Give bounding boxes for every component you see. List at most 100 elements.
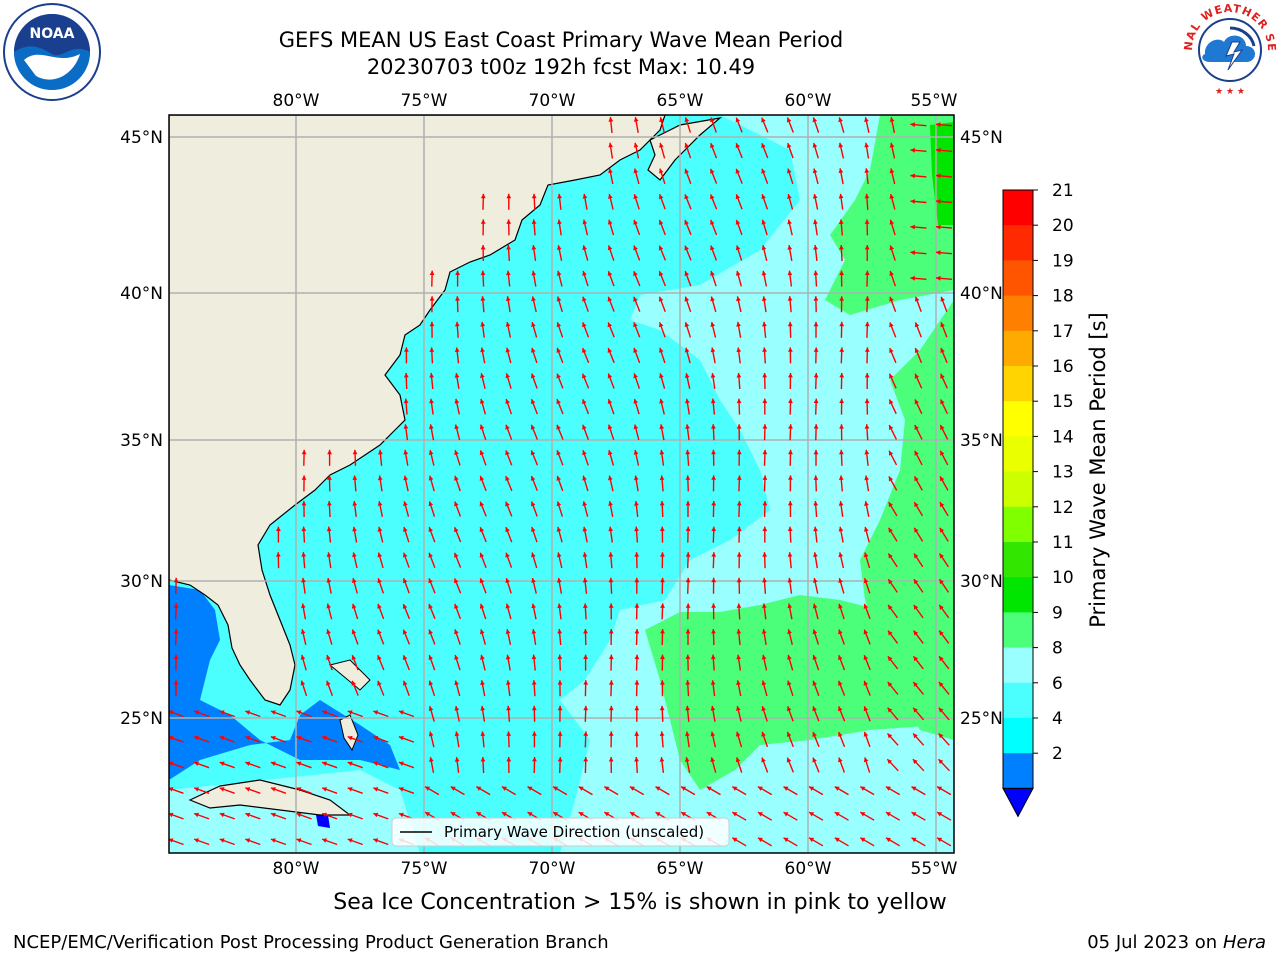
wave-arrow-head [736, 552, 742, 557]
wave-arrow-head [454, 347, 460, 353]
wave-arrow-head [403, 501, 408, 507]
wave-arrow-head [322, 787, 327, 792]
wave-arrow-head [787, 194, 792, 199]
wave-arrow-head [501, 812, 507, 817]
wave-arrow-head [940, 373, 945, 379]
wave-arrow-head [556, 552, 562, 558]
wave-arrow-head [787, 321, 793, 327]
colorbar-label: 13 [1052, 463, 1074, 483]
wave-direction-arrows [169, 116, 953, 847]
wave-arrow-head [556, 424, 561, 430]
wave-arrow-head [351, 655, 357, 661]
wave-arrow-head [812, 706, 817, 712]
wave-arrow-head [301, 475, 307, 480]
colorbar-frame [1002, 189, 1034, 789]
wave-arrow-head [322, 812, 327, 818]
wave-arrow-head [505, 347, 511, 353]
wave-arrow-head [864, 398, 870, 404]
wave-arrow-head [557, 577, 562, 583]
wave-arrow-head [245, 787, 251, 792]
wave-arrow-head [530, 373, 536, 379]
colorbar-segment [1003, 330, 1033, 367]
wave-arrow-head [684, 296, 690, 302]
wave-arrow-head [326, 578, 332, 583]
wave-arrow-head [939, 527, 945, 533]
noaa-logo: NOAA [3, 3, 101, 101]
wave-arrow-head [583, 705, 589, 711]
colorbar-label: 11 [1052, 533, 1074, 553]
wave-arrow-head [889, 425, 894, 430]
wave-arrow-head [711, 603, 716, 608]
wave-arrow-head [936, 147, 941, 153]
wave-arrow-head [658, 245, 664, 251]
wave-arrow-head [377, 475, 383, 481]
wave-arrow-head [531, 705, 537, 711]
wave-arrow-head [761, 629, 767, 634]
wave-arrow-head [480, 731, 486, 736]
wave-arrow-head [531, 552, 536, 558]
wave-arrow-head [762, 526, 768, 531]
lat-label-35n-right: 35°N [960, 431, 1003, 451]
wave-arrow-head [860, 837, 866, 843]
wave-arrow-head [660, 577, 665, 583]
wave-arrow-head [322, 838, 327, 843]
wave-arrow-head [296, 710, 302, 715]
wave-arrow-head [582, 399, 587, 405]
wave-arrow-head [607, 322, 613, 328]
wave-arrow-head [608, 705, 614, 711]
wave-arrow-head [710, 271, 715, 276]
wave-arrow-head [710, 705, 716, 711]
wave-arrow-head [762, 501, 768, 506]
lat-label-35n: 35°N [120, 431, 163, 451]
wave-arrow-head [531, 654, 537, 660]
wave-arrow-head [301, 501, 307, 506]
wave-arrow-head [864, 475, 869, 481]
wave-arrow-head [194, 735, 199, 741]
wave-arrow-head [787, 680, 792, 686]
wave-arrow-head [735, 194, 741, 200]
wave-arrow-head [786, 706, 792, 712]
wave-arrow-head [761, 219, 767, 225]
wave-arrow-head [398, 812, 404, 818]
wave-arrow-head [838, 501, 844, 506]
wave-arrow-head [863, 680, 869, 686]
wave-arrow-head [454, 603, 459, 609]
wave-arrow-head [913, 682, 918, 687]
wave-arrow-head [940, 425, 945, 430]
wave-arrow-head [169, 735, 174, 741]
wave-arrow-head [936, 224, 941, 230]
wave-arrow-head [710, 347, 716, 353]
wave-arrow-head [658, 219, 664, 225]
wave-arrow-head [813, 219, 818, 225]
wave-arrow-head [839, 347, 845, 352]
wave-arrow-head [377, 578, 382, 584]
wave-arrow-head [735, 168, 741, 174]
wave-arrow-head [685, 526, 691, 531]
wave-arrow-head [245, 838, 251, 843]
wave-arrow-head [479, 501, 485, 507]
footer-machine: Hera [1222, 932, 1266, 953]
wave-arrow-head [787, 629, 792, 635]
wave-arrow-head [276, 526, 281, 531]
wave-arrow-head [838, 552, 844, 558]
wave-arrow-head [762, 552, 768, 557]
wave-arrow-head [889, 348, 894, 353]
colorbar-segment [1003, 718, 1033, 754]
wave-arrow-head [480, 347, 485, 353]
wave-arrow-head [912, 759, 918, 764]
wave-arrow-head [377, 603, 382, 609]
wave-arrow-head [454, 731, 460, 737]
wave-arrow-head [913, 630, 919, 636]
lon-label-75w-bottom: 75°W [401, 859, 448, 879]
wave-arrow-head [812, 142, 818, 148]
wave-arrow-head [557, 219, 562, 225]
wave-arrow-head [322, 735, 327, 741]
wave-arrow-head [322, 761, 327, 766]
map-legend: Primary Wave Direction (unscaled) [391, 817, 730, 847]
wave-arrow-head [527, 812, 533, 817]
wave-arrow-head [326, 552, 332, 557]
wave-arrow-head [685, 577, 691, 583]
wave-arrow-head [429, 424, 434, 430]
wave-arrow-head [556, 526, 562, 532]
wave-arrow-head [685, 501, 691, 506]
